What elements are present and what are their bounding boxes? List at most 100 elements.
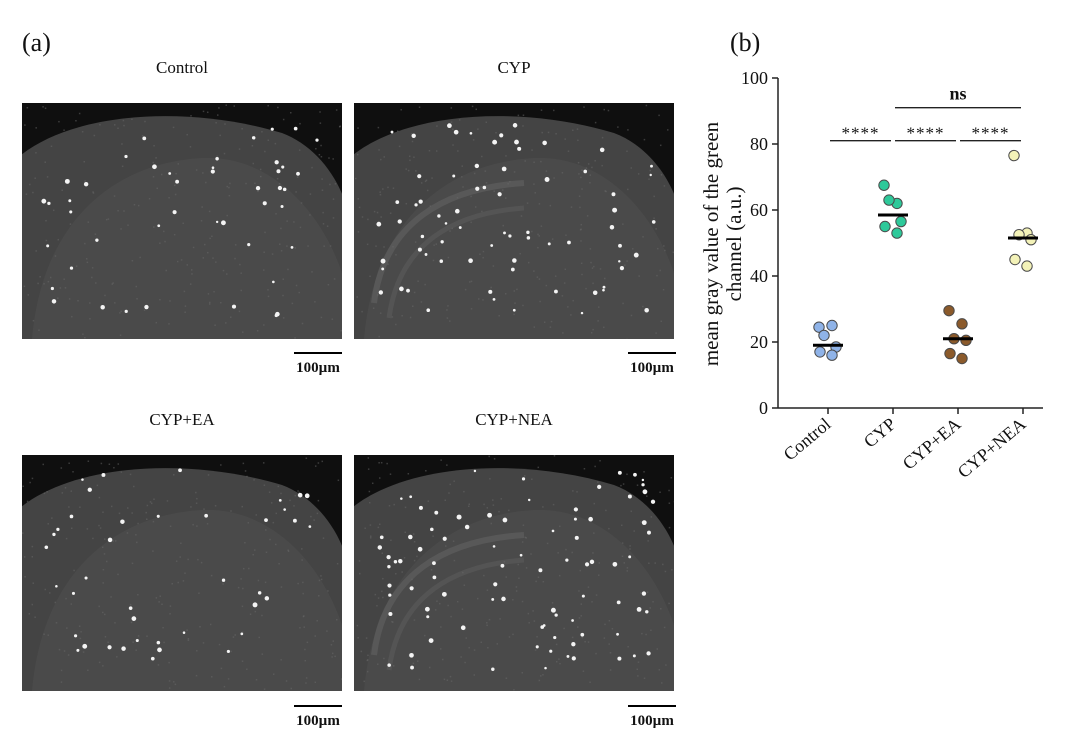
tissue-texture <box>440 459 442 461</box>
bright-spot <box>73 634 78 638</box>
tissue-texture <box>502 224 505 227</box>
bright-spot <box>573 507 578 512</box>
tissue-texture <box>367 457 370 459</box>
tissue-texture <box>133 203 136 206</box>
tissue-texture <box>624 264 626 267</box>
tissue-texture <box>659 144 662 147</box>
tissue-texture <box>328 157 330 159</box>
bright-spot <box>602 288 605 292</box>
tissue-texture <box>150 502 153 505</box>
tissue-texture <box>220 667 223 670</box>
tissue-texture <box>601 164 603 167</box>
tissue-texture <box>527 612 530 615</box>
tissue-texture <box>322 211 324 214</box>
tissue-texture <box>267 289 269 291</box>
panel-a-label: (a) <box>22 28 51 57</box>
tissue-texture <box>22 485 24 488</box>
tissue-texture <box>367 218 369 221</box>
bright-spot <box>599 147 605 153</box>
tissue-texture <box>375 245 377 247</box>
tissue-texture <box>254 610 257 613</box>
scale-label-cyp: 100µm <box>630 360 674 376</box>
tissue-texture <box>535 580 537 583</box>
bright-spot <box>519 553 523 557</box>
bright-spot <box>611 192 616 197</box>
tissue-texture <box>378 462 380 464</box>
tissue-texture <box>187 637 190 640</box>
tissue-texture <box>246 668 248 671</box>
tissue-texture <box>163 641 165 644</box>
tissue-texture <box>389 212 392 214</box>
tissue-texture <box>31 555 34 558</box>
bright-spot <box>589 559 595 565</box>
bright-spot <box>456 514 462 520</box>
tissue-texture <box>521 541 524 543</box>
bright-spot <box>474 163 480 169</box>
bright-spot <box>387 583 392 588</box>
bright-spot <box>571 619 574 622</box>
tissue-texture <box>46 176 49 178</box>
bright-spot <box>584 562 590 567</box>
tissue-texture <box>553 177 555 179</box>
tissue-texture <box>658 114 660 117</box>
tissue-texture <box>377 597 380 599</box>
bright-spot <box>264 596 270 601</box>
tissue-texture <box>31 545 34 548</box>
tissue-texture <box>409 159 411 162</box>
tissue-texture <box>197 558 199 561</box>
tissue-texture <box>591 601 593 603</box>
micrograph-control-art <box>22 103 342 339</box>
tissue-texture <box>184 305 187 307</box>
tissue-texture <box>517 114 520 117</box>
tissue-texture <box>55 622 58 624</box>
tissue-texture <box>462 571 464 574</box>
tissue-texture <box>453 559 456 562</box>
y-tick-label: 80 <box>750 134 768 154</box>
tissue-texture <box>538 679 541 682</box>
tissue-texture <box>177 163 180 165</box>
tissue-texture <box>551 238 554 240</box>
tissue-texture <box>418 106 421 108</box>
tissue-texture <box>589 681 591 683</box>
tissue-texture <box>389 473 392 475</box>
bright-spot <box>580 632 585 637</box>
tissue-texture <box>220 464 222 466</box>
tissue-texture <box>136 297 138 300</box>
bright-spot <box>517 146 522 151</box>
tissue-texture <box>493 458 496 460</box>
tissue-texture <box>522 524 525 526</box>
tissue-texture <box>195 674 198 677</box>
tissue-texture <box>663 185 666 187</box>
tissue-texture <box>332 640 335 642</box>
tissue-texture <box>537 233 539 236</box>
x-tick-label: Control <box>780 414 835 465</box>
tissue-texture <box>603 326 605 329</box>
tissue-texture <box>537 576 540 578</box>
bright-spot <box>178 468 182 473</box>
tissue-texture <box>444 499 447 502</box>
tissue-texture <box>513 171 516 173</box>
tissue-texture <box>34 616 36 618</box>
tissue-texture <box>488 455 490 458</box>
tissue-texture <box>571 636 574 639</box>
tissue-texture <box>169 300 171 302</box>
tissue-texture <box>554 275 557 277</box>
tissue-texture <box>571 551 573 554</box>
tissue-texture <box>452 128 454 131</box>
bright-spot <box>290 246 294 249</box>
tissue-texture <box>102 568 105 571</box>
tissue-texture <box>413 619 416 621</box>
bright-spot <box>387 564 391 569</box>
tissue-texture <box>532 610 534 612</box>
tissue-texture <box>626 570 629 572</box>
tissue-texture <box>186 629 188 631</box>
tissue-texture <box>240 272 242 274</box>
tissue-texture <box>169 613 171 615</box>
tissue-texture <box>123 210 125 212</box>
tissue-texture <box>100 462 103 465</box>
tissue-texture <box>238 310 241 313</box>
tissue-texture <box>483 503 485 506</box>
bright-spot <box>220 220 226 226</box>
tissue-texture <box>99 123 101 126</box>
tissue-texture <box>383 156 386 158</box>
